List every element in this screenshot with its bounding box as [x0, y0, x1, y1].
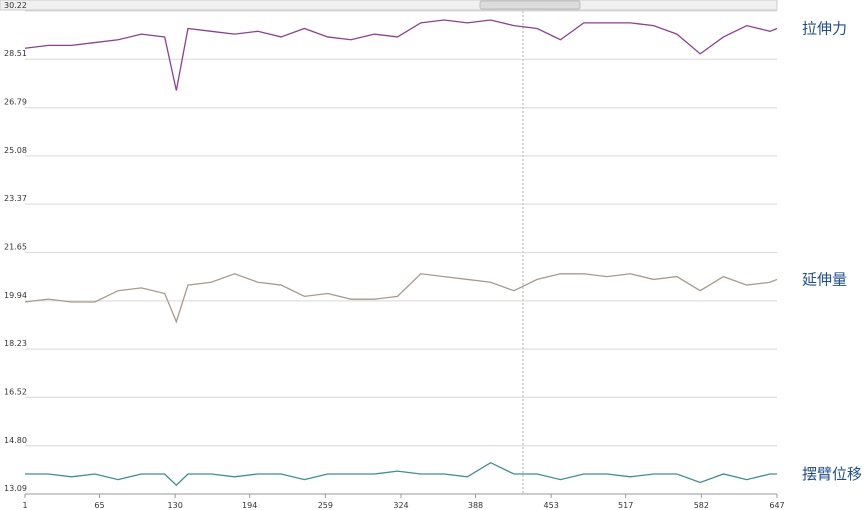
x-tick-label: 130 — [168, 501, 183, 510]
x-tick-label: 647 — [769, 501, 784, 510]
series-label: 拉伸力 — [802, 19, 847, 37]
series-label: 延伸量 — [802, 270, 847, 288]
y-tick-label: 18.23 — [4, 339, 27, 348]
y-tick-label: 21.65 — [4, 243, 27, 252]
x-tick-label: 582 — [694, 501, 709, 510]
y-tick-label: 23.37 — [4, 194, 27, 203]
y-tick-label: 26.79 — [4, 98, 27, 107]
scrollbar[interactable] — [0, 0, 778, 11]
y-tick-label: 25.08 — [4, 146, 27, 155]
y-tick-label: 30.22 — [4, 1, 27, 10]
series-line — [25, 461, 777, 487]
x-tick-label: 259 — [318, 501, 333, 510]
y-tick-label: 19.94 — [4, 291, 27, 300]
series-line — [24, 273, 778, 324]
x-tick-label: 388 — [468, 501, 483, 510]
y-tick-label: 13.09 — [4, 484, 27, 493]
x-tick-label: 1 — [22, 501, 27, 510]
y-tick-label: 16.52 — [4, 387, 27, 396]
x-tick-label: 324 — [393, 501, 408, 510]
scroll-thumb[interactable] — [479, 0, 581, 10]
x-tick-label: 453 — [544, 501, 559, 510]
x-tick-label: 65 — [94, 501, 104, 510]
series-label: 摆臂位移 — [802, 465, 862, 483]
x-tick-label: 194 — [242, 501, 257, 510]
y-tick-label: 28.51 — [4, 49, 27, 58]
y-tick-label: 14.80 — [4, 436, 27, 445]
x-tick-label: 517 — [618, 501, 633, 510]
series-line — [24, 19, 778, 91]
